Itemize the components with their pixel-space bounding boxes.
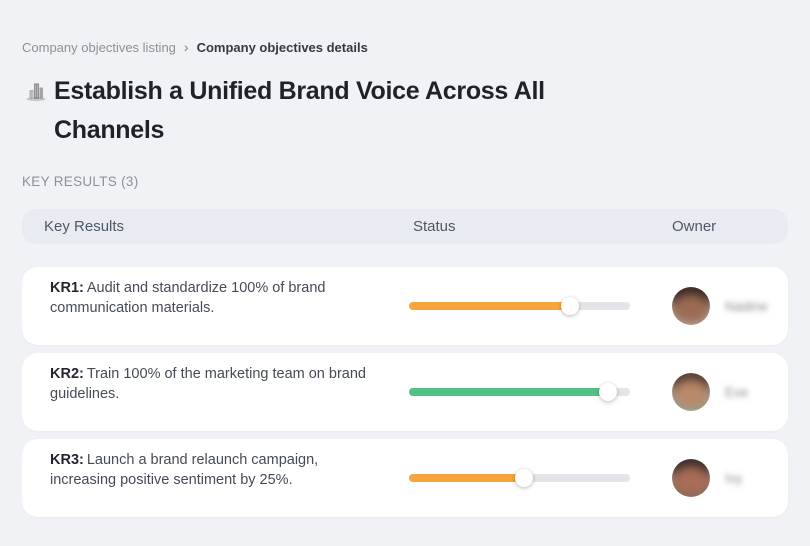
slider-fill	[409, 388, 608, 396]
page-title: Establish a Unified Brand Voice Across A…	[54, 77, 545, 144]
kr-row-3[interactable]: KR3: Launch a brand relaunch campaign, in…	[22, 439, 788, 517]
breadcrumb-item-objectives-details: Company objectives details	[196, 40, 368, 55]
column-header-key-results: Key Results	[44, 218, 125, 235]
section-label: KEY RESULTS (3)	[22, 174, 139, 189]
kr-row-2[interactable]: KR2: Train 100% of the marketing team on …	[22, 353, 788, 431]
owner-name: Nadine	[725, 298, 768, 314]
title-row: Establish a Unified Brand Voice Across A…	[22, 72, 788, 150]
kr-label: KR2:	[50, 366, 84, 382]
progress-slider[interactable]	[409, 383, 630, 401]
kr-label: KR1:	[50, 280, 84, 296]
kr-label: KR3:	[50, 452, 84, 468]
avatar	[672, 373, 710, 411]
avatar	[672, 287, 710, 325]
page: Company objectives listing › Company obj…	[22, 40, 788, 517]
table-header: Key Results Status Owner	[22, 209, 788, 244]
avatar	[672, 459, 710, 497]
slider-thumb[interactable]	[514, 469, 533, 487]
kr-description: KR3: Launch a brand relaunch campaign, in…	[50, 439, 409, 490]
kr-row-1[interactable]: KR1: Audit and standardize 100% of brand …	[22, 267, 788, 345]
slider-thumb[interactable]	[561, 297, 580, 315]
owner-name: Ivy	[725, 470, 743, 486]
kr-text: Train 100% of the marketing team on bran…	[50, 366, 366, 402]
chevron-right-icon: ›	[183, 39, 189, 55]
owner-cell: Nadine	[672, 287, 788, 325]
column-header-status: Status	[413, 218, 456, 235]
progress-slider[interactable]	[409, 469, 630, 487]
progress-slider[interactable]	[409, 297, 630, 315]
avatar-photo	[672, 459, 710, 497]
column-header-owner: Owner	[672, 218, 717, 235]
owner-name: Eve	[725, 384, 749, 400]
kr-description: KR2: Train 100% of the marketing team on …	[50, 353, 409, 404]
slider-fill	[409, 302, 571, 310]
kr-text: Launch a brand relaunch campaign, increa…	[50, 452, 319, 488]
breadcrumb-item-objectives-listing[interactable]: Company objectives listing	[22, 40, 176, 55]
key-results-list: KR1: Audit and standardize 100% of brand …	[22, 267, 788, 517]
owner-cell: Eve	[672, 373, 788, 411]
buildings-icon	[26, 83, 46, 102]
avatar-photo	[672, 287, 710, 325]
slider-fill	[409, 474, 524, 482]
breadcrumb: Company objectives listing › Company obj…	[22, 40, 788, 55]
owner-cell: Ivy	[672, 459, 788, 497]
slider-thumb[interactable]	[598, 383, 617, 401]
kr-description: KR1: Audit and standardize 100% of brand …	[50, 267, 409, 318]
avatar-photo	[672, 373, 710, 411]
kr-text: Audit and standardize 100% of brand comm…	[50, 280, 326, 316]
